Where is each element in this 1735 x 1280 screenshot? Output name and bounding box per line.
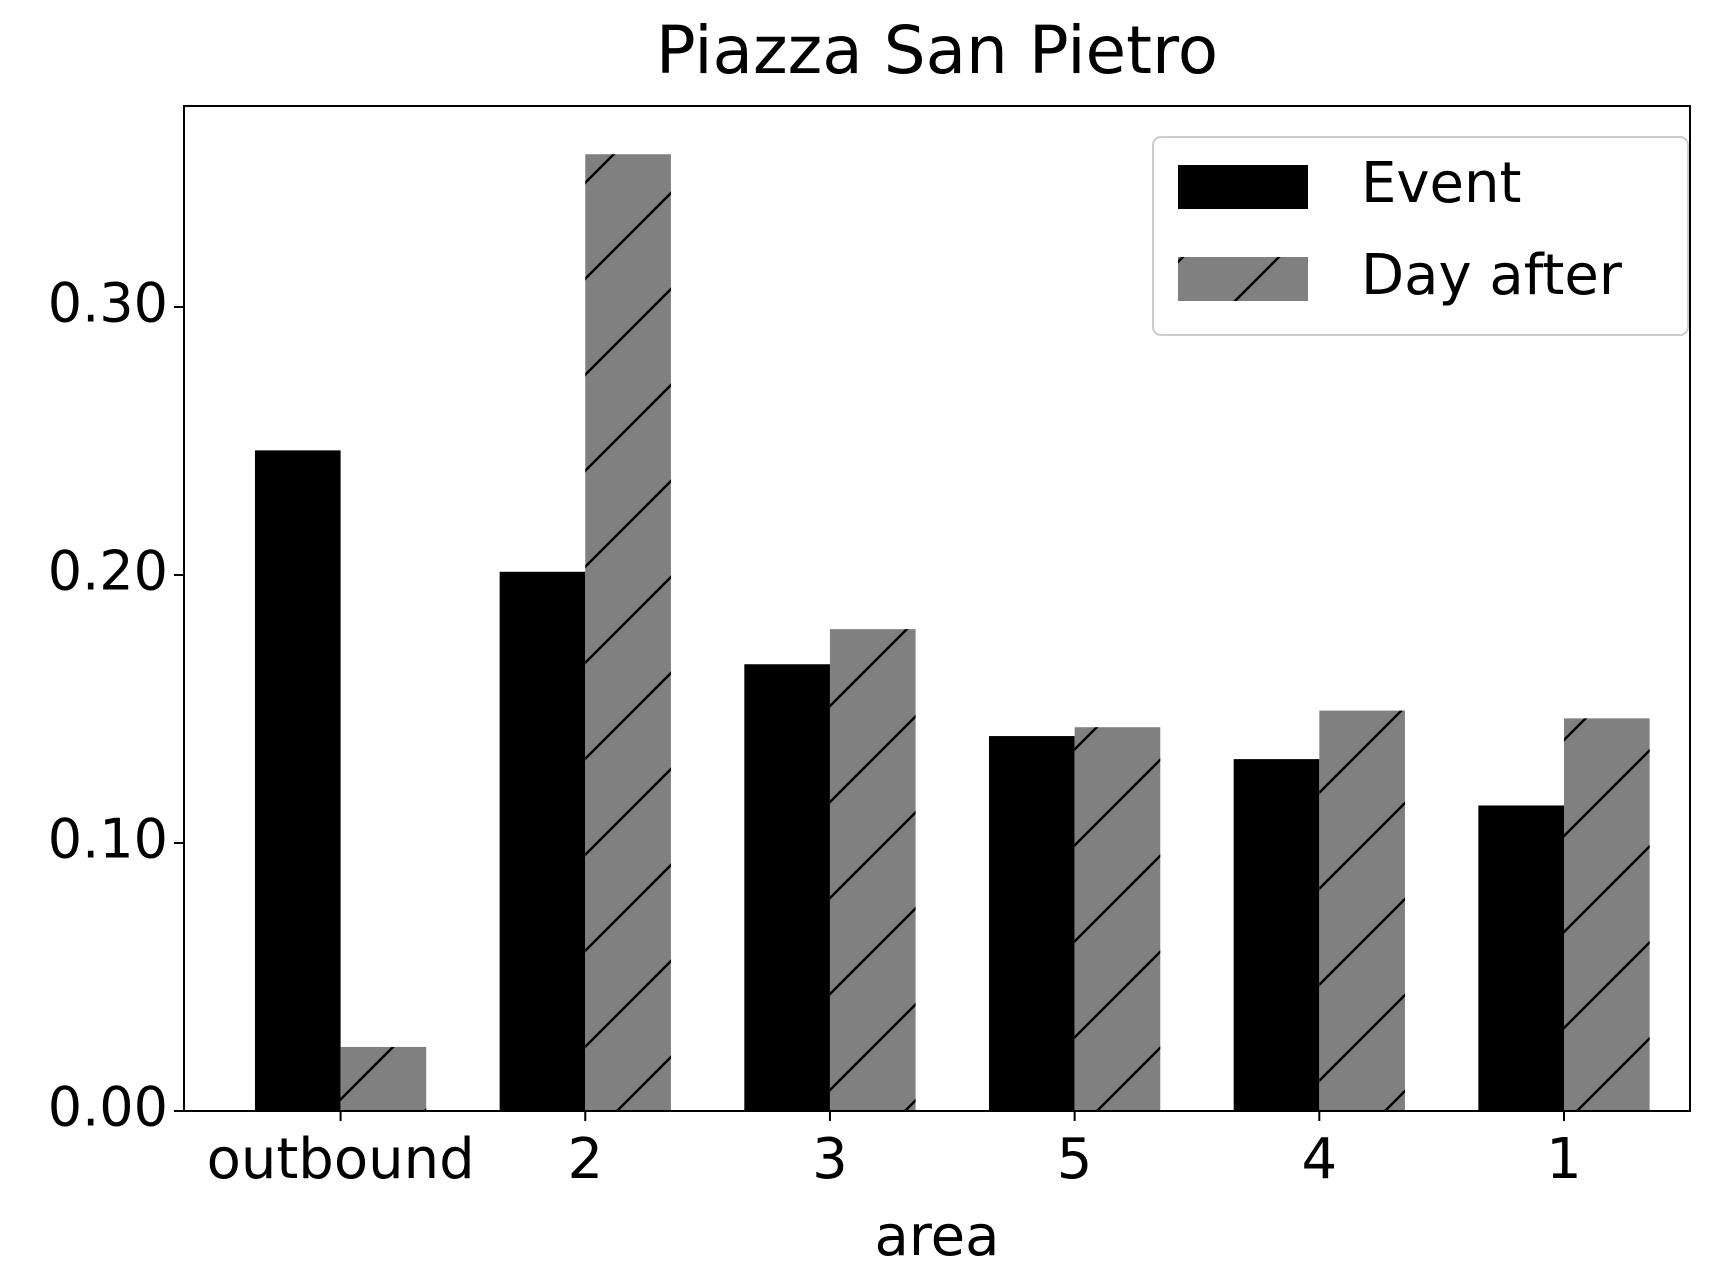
x-tick-label: 2 [567,1127,603,1192]
x-tick-label: 4 [1301,1127,1337,1192]
bar-hatch [585,154,671,1112]
y-tick-label: 0.00 [48,1076,168,1139]
bar-hatch [340,1046,427,1111]
x-tick-label: 3 [812,1127,848,1192]
x-tick-label: 1 [1546,1127,1582,1192]
legend-label: Day after [1361,243,1623,308]
bar-hatch [1563,718,1650,1111]
plot-frame [183,105,1691,1112]
y-tick-label: 0.30 [48,272,168,335]
chart-title: Piazza San Pietro [656,12,1218,89]
x-axis-label: area [875,1204,1000,1269]
x-tick-label: 5 [1057,1127,1093,1192]
legend-swatch-hatch [1178,257,1308,301]
bar-hatch [1074,727,1161,1111]
bar [254,450,341,1111]
bar [1233,759,1320,1111]
bar [744,664,830,1111]
legend-swatch [1178,165,1308,209]
bar [1478,805,1564,1111]
bar-hatch [829,629,916,1111]
y-tick-label: 0.10 [48,808,168,871]
x-tick-label: outbound [207,1127,475,1192]
y-tick-label: 0.20 [48,540,168,603]
legend-label: Event [1361,151,1521,216]
bar [499,571,586,1111]
bar-hatch [1319,710,1405,1111]
bar [988,736,1075,1111]
